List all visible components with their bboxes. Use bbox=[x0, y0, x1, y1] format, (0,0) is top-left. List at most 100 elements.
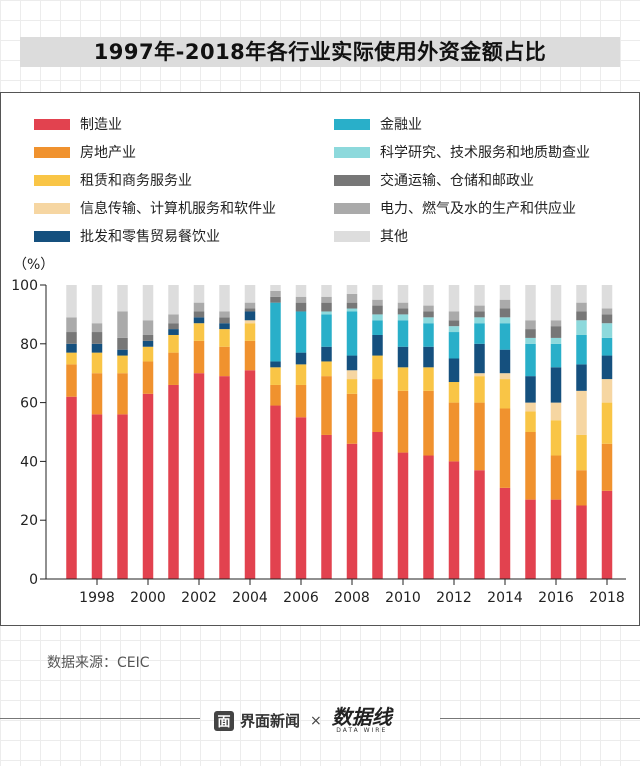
data-source: 数据来源：CEIC bbox=[47, 655, 150, 671]
bar-segment-leasing-2009 bbox=[372, 355, 383, 380]
legend-item-manufacturing: 制造业 bbox=[34, 115, 122, 133]
bar-segment-leasing-2005 bbox=[270, 367, 281, 385]
bar-segment-real_estate-2009 bbox=[372, 379, 383, 432]
legend-label: 信息传输、计算机服务和软件业 bbox=[80, 201, 276, 217]
bar-segment-real_estate-2005 bbox=[270, 384, 281, 406]
bar-segment-wholesale-2015 bbox=[525, 376, 536, 403]
footer-divider-left bbox=[0, 718, 200, 719]
partner-name: 数据线 bbox=[331, 705, 392, 729]
bar-segment-finance-2013 bbox=[474, 323, 485, 344]
legend-item-it: 信息传输、计算机服务和软件业 bbox=[34, 199, 276, 217]
legend-label: 交通运输、仓储和邮政业 bbox=[380, 173, 534, 189]
bar-segment-wholesale-2011 bbox=[423, 346, 434, 368]
bar-segment-utilities-2012 bbox=[448, 311, 460, 321]
legend-swatch-it bbox=[34, 202, 70, 214]
legend-label: 科学研究、技术服务和地质勘查业 bbox=[380, 145, 590, 161]
legend-swatch-other bbox=[334, 230, 370, 242]
bar-segment-manufacturing-2003 bbox=[219, 376, 230, 579]
bar-segment-leasing-2011 bbox=[423, 367, 434, 391]
legend-item-utilities: 电力、燃气及水的生产和供应业 bbox=[334, 199, 576, 217]
bar-segment-leasing-2013 bbox=[474, 376, 485, 403]
bar-segment-wholesale-2002 bbox=[193, 317, 205, 324]
bar-segment-utilities-2013 bbox=[474, 305, 485, 312]
bar-segment-transport-2018 bbox=[601, 314, 613, 324]
bar-segment-finance-2006 bbox=[295, 311, 307, 353]
bar-segment-real_estate-2011 bbox=[423, 390, 434, 456]
bar-segment-transport-2008 bbox=[346, 302, 358, 309]
bar-segment-finance-2007 bbox=[321, 314, 332, 347]
bar-segment-other-2005 bbox=[270, 285, 281, 291]
bar-segment-manufacturing-2007 bbox=[321, 434, 332, 579]
bar-segment-real_estate-2008 bbox=[346, 393, 358, 444]
bar-segment-leasing-2017 bbox=[576, 434, 587, 471]
bar-segment-wholesale-2008 bbox=[346, 355, 358, 371]
legend-label: 制造业 bbox=[80, 117, 122, 133]
bar-segment-leasing-2015 bbox=[525, 411, 536, 432]
bar-segment-sci_tech-2015 bbox=[525, 337, 536, 344]
x-tick-label: 2012 bbox=[436, 590, 472, 606]
legend-item-other: 其他 bbox=[334, 227, 408, 245]
bar-segment-sci_tech-2011 bbox=[423, 317, 434, 324]
bar-segment-wholesale-1998 bbox=[91, 343, 103, 353]
bar-segment-transport-2011 bbox=[423, 311, 434, 318]
legend-swatch-sci_tech bbox=[334, 146, 370, 158]
bar-segment-real_estate-2018 bbox=[601, 443, 613, 491]
bar-segment-manufacturing-2004 bbox=[244, 370, 256, 579]
bar-segment-sci_tech-2018 bbox=[601, 323, 613, 338]
bar-segment-wholesale-2017 bbox=[576, 364, 587, 391]
bar-segment-transport-2009 bbox=[372, 305, 383, 315]
bar-segment-transport-2016 bbox=[550, 326, 562, 338]
bar-segment-leasing-2000 bbox=[142, 346, 154, 362]
legend-item-real_estate: 房地产业 bbox=[34, 143, 136, 161]
bar-segment-wholesale-2014 bbox=[499, 349, 511, 374]
bar-segment-real_estate-2013 bbox=[474, 402, 485, 471]
bar-segment-other-2017 bbox=[576, 285, 587, 303]
bar-segment-manufacturing-2013 bbox=[474, 470, 485, 579]
legend-swatch-transport bbox=[334, 174, 370, 186]
y-tick-label: 100 bbox=[11, 278, 38, 294]
bar-segment-wholesale-2016 bbox=[550, 367, 562, 403]
y-tick-label: 80 bbox=[20, 337, 38, 353]
bar-segment-utilities-2014 bbox=[499, 299, 511, 309]
bar-segment-other-2013 bbox=[474, 285, 485, 306]
bar-segment-leasing-2002 bbox=[193, 323, 205, 341]
bar-segment-real_estate-1997 bbox=[66, 364, 77, 397]
bar-segment-transport-2010 bbox=[397, 308, 409, 315]
x-tick-label: 2006 bbox=[283, 590, 319, 606]
bar-segment-transport-2002 bbox=[193, 311, 205, 318]
y-tick-label: 60 bbox=[20, 396, 38, 412]
bar-segment-manufacturing-2012 bbox=[448, 461, 460, 579]
bar-segment-transport-2003 bbox=[219, 317, 230, 324]
bar-segment-manufacturing-2016 bbox=[550, 499, 562, 579]
bar-segment-transport-2014 bbox=[499, 308, 511, 318]
bar-segment-wholesale-2013 bbox=[474, 343, 485, 374]
bar-segment-transport-2013 bbox=[474, 311, 485, 318]
legend-item-transport: 交通运输、仓储和邮政业 bbox=[334, 171, 534, 189]
legend: 制造业 金融业 房地产业 科学研究、技术服务和地质勘查业 租赁和商务服务业 交通运输、仓储… bbox=[1, 93, 639, 245]
bar-segment-utilities-2010 bbox=[397, 302, 409, 309]
legend-label: 电力、燃气及水的生产和供应业 bbox=[380, 201, 576, 217]
bar-segment-manufacturing-2014 bbox=[499, 487, 511, 579]
bar-segment-utilities-2011 bbox=[423, 305, 434, 312]
legend-swatch-finance bbox=[334, 118, 370, 130]
bar-segment-finance-2009 bbox=[372, 320, 383, 335]
bar-segment-other-2001 bbox=[168, 285, 179, 315]
datawire-logo: 数据线 DATA WIRE bbox=[332, 707, 392, 734]
bar-segment-it-2016 bbox=[550, 402, 562, 421]
partner-sub: DATA WIRE bbox=[336, 727, 388, 734]
bar-segment-wholesale-2012 bbox=[448, 358, 460, 383]
title-bar: 1997年-2018年各行业实际使用外资金额占比 bbox=[20, 37, 620, 67]
bar-segment-finance-2010 bbox=[397, 320, 409, 347]
bar-segment-finance-2011 bbox=[423, 323, 434, 347]
bar-segment-other-2011 bbox=[423, 285, 434, 306]
bar-segment-leasing-1999 bbox=[117, 355, 128, 374]
bar-segment-manufacturing-2001 bbox=[168, 384, 179, 579]
bar-segment-utilities-2007 bbox=[321, 296, 332, 303]
bar-segment-other-1999 bbox=[117, 285, 128, 312]
legend-swatch-wholesale bbox=[34, 230, 70, 242]
bar-segment-it-2004 bbox=[244, 320, 256, 324]
bar-segment-finance-2015 bbox=[525, 343, 536, 377]
y-tick-label: 40 bbox=[20, 454, 38, 470]
x-tick-label: 2002 bbox=[181, 590, 217, 606]
bar-segment-wholesale-1997 bbox=[66, 343, 77, 353]
